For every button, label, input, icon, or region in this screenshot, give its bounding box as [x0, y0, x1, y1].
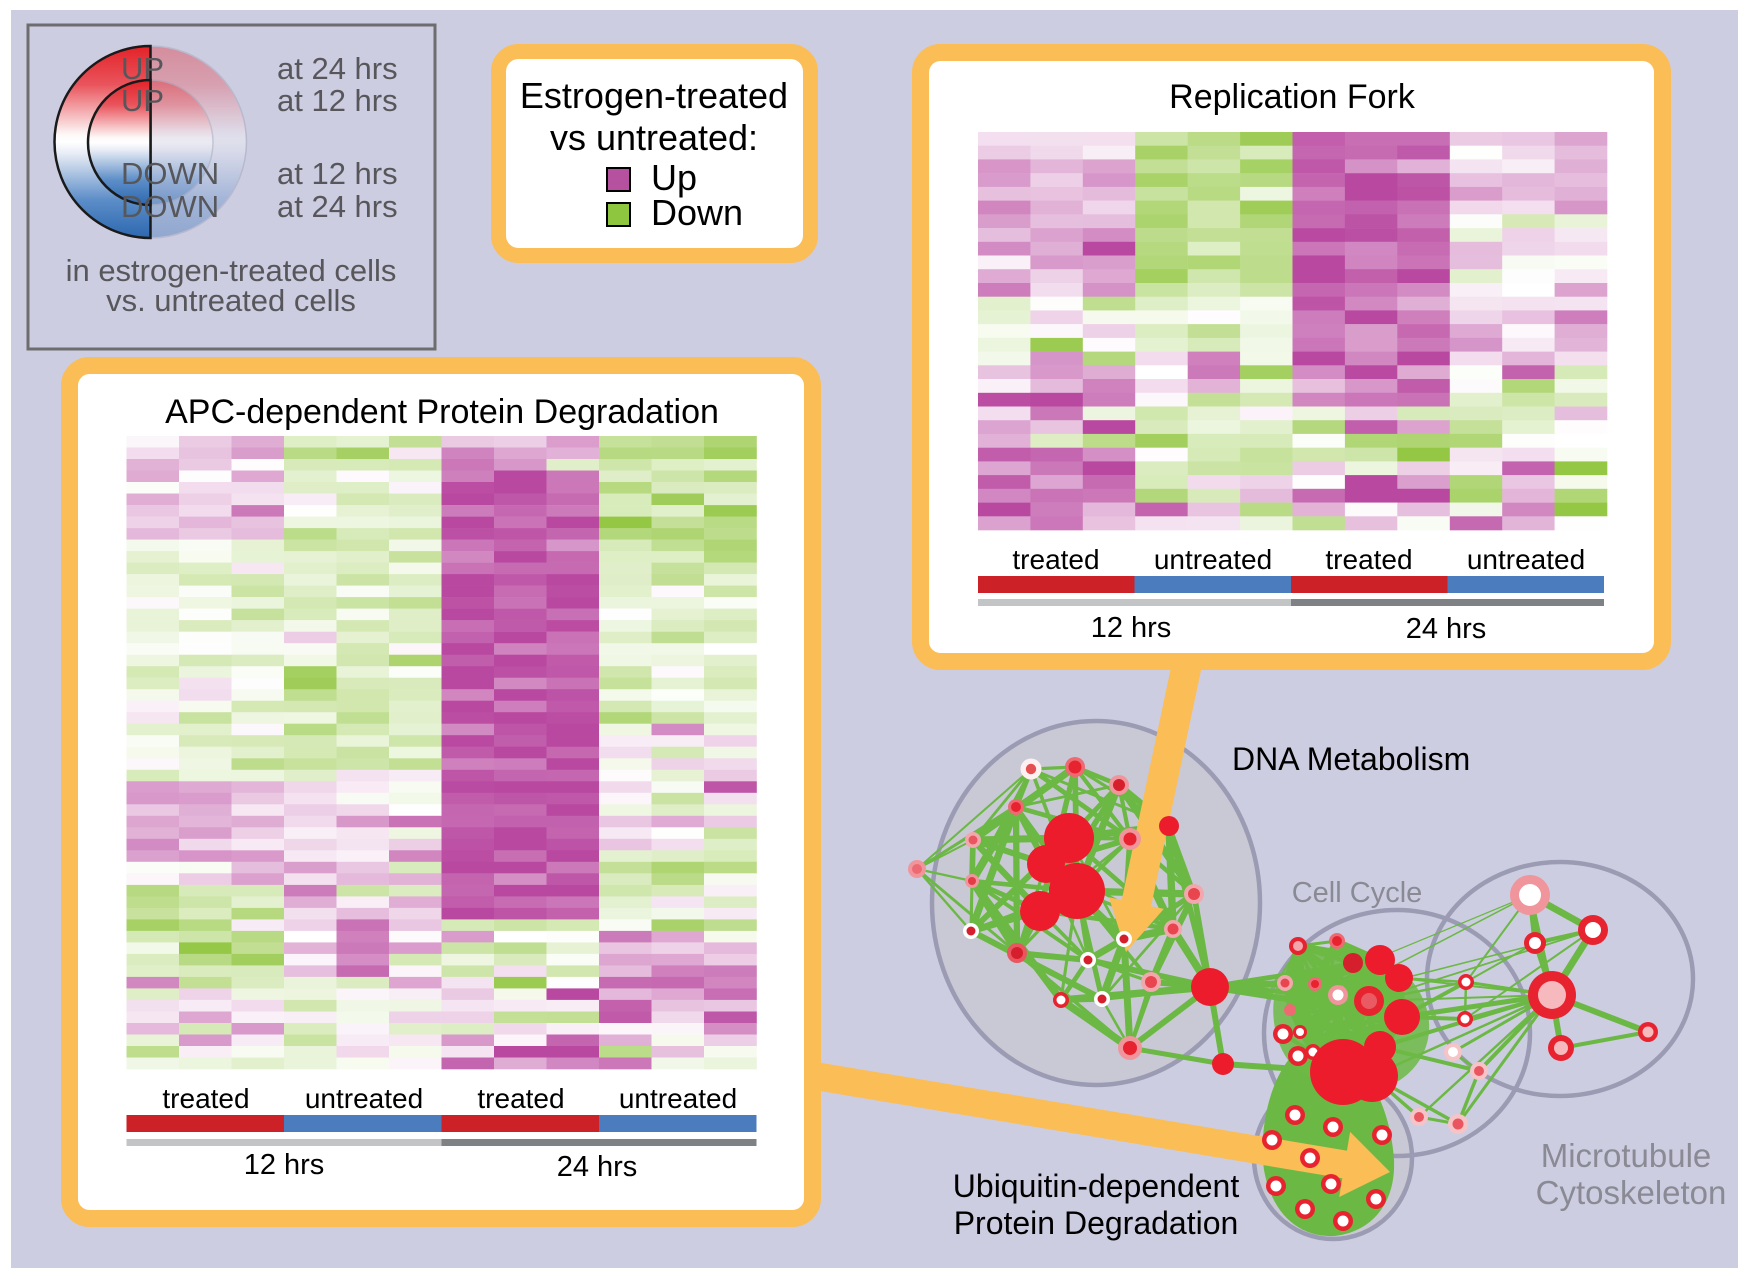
svg-text:at 24 hrs: at 24 hrs [277, 51, 398, 86]
svg-text:24 hrs: 24 hrs [1406, 613, 1487, 645]
svg-text:untreated: untreated [619, 1083, 737, 1114]
svg-text:Cytoskeleton: Cytoskeleton [1536, 1174, 1727, 1211]
svg-text:UP: UP [121, 83, 164, 118]
svg-text:24 hrs: 24 hrs [557, 1151, 638, 1183]
svg-text:at 24 hrs: at 24 hrs [277, 189, 398, 224]
svg-text:APC-dependent Protein Degradat: APC-dependent Protein Degradation [165, 393, 719, 431]
svg-text:in estrogen-treated cells: in estrogen-treated cells [66, 253, 397, 288]
svg-text:untreated: untreated [1154, 544, 1272, 575]
svg-text:untreated: untreated [305, 1083, 423, 1114]
svg-text:untreated: untreated [1467, 544, 1585, 575]
svg-text:Protein Degradation: Protein Degradation [954, 1205, 1239, 1241]
svg-text:Up: Up [651, 157, 697, 198]
svg-text:Replication Fork: Replication Fork [1169, 78, 1416, 116]
svg-text:treated: treated [477, 1083, 564, 1114]
svg-text:Down: Down [651, 192, 743, 233]
svg-text:12 hrs: 12 hrs [1091, 612, 1172, 644]
svg-text:DOWN: DOWN [121, 156, 219, 191]
svg-text:treated: treated [162, 1083, 249, 1114]
svg-text:Cell Cycle: Cell Cycle [1292, 877, 1423, 909]
svg-text:vs. untreated cells: vs. untreated cells [106, 283, 356, 318]
svg-text:DNA Metabolism: DNA Metabolism [1232, 741, 1470, 777]
svg-text:treated: treated [1325, 544, 1412, 575]
svg-text:Estrogen-treated: Estrogen-treated [520, 75, 788, 116]
svg-text:treated: treated [1012, 544, 1099, 575]
svg-text:UP: UP [121, 51, 164, 86]
svg-text:at 12 hrs: at 12 hrs [277, 156, 398, 191]
svg-text:vs untreated:: vs untreated: [550, 117, 758, 158]
svg-text:DOWN: DOWN [121, 189, 219, 224]
svg-text:Microtubule: Microtubule [1541, 1137, 1712, 1174]
svg-text:12 hrs: 12 hrs [244, 1149, 325, 1181]
svg-text:Ubiquitin-dependent: Ubiquitin-dependent [953, 1168, 1240, 1204]
svg-text:at 12 hrs: at 12 hrs [277, 83, 398, 118]
